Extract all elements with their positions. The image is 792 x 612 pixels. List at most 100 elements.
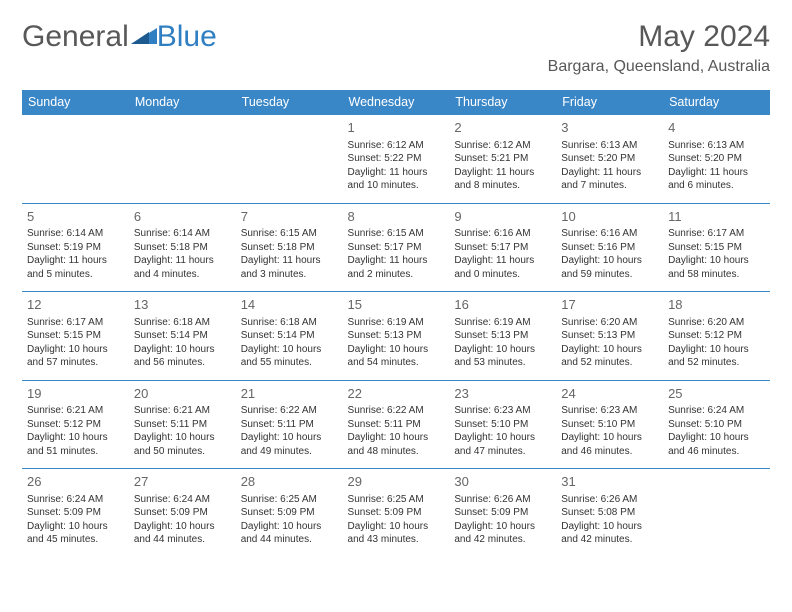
- day-number: 27: [134, 473, 231, 491]
- day-number: 13: [134, 296, 231, 314]
- day-details: Sunrise: 6:22 AMSunset: 5:11 PMDaylight:…: [348, 404, 445, 458]
- day-number: 16: [454, 296, 551, 314]
- day-number: 19: [27, 385, 124, 403]
- location-text: Bargara, Queensland, Australia: [548, 58, 770, 76]
- day-details: Sunrise: 6:13 AMSunset: 5:20 PMDaylight:…: [668, 139, 765, 193]
- calendar-day-cell: 7Sunrise: 6:15 AMSunset: 5:18 PMDaylight…: [236, 203, 343, 292]
- day-number: 24: [561, 385, 658, 403]
- day-number: 31: [561, 473, 658, 491]
- day-details: Sunrise: 6:14 AMSunset: 5:18 PMDaylight:…: [134, 227, 231, 281]
- calendar-day-cell: 27 Sunrise: 6:24 AMSunset: 5:09 PMDayligh…: [129, 469, 236, 557]
- calendar-week-row: 5Sunrise: 6:14 AMSunset: 5:19 PMDaylight…: [22, 203, 770, 292]
- calendar-day-cell: 29 Sunrise: 6:25 AMSunset: 5:09 PMDayligh…: [343, 469, 450, 557]
- weekday-header-row: SundayMondayTuesdayWednesdayThursdayFrid…: [22, 90, 770, 115]
- day-number: 18: [668, 296, 765, 314]
- day-details: Sunrise: 6:21 AMSunset: 5:12 PMDaylight:…: [27, 404, 124, 458]
- page-header: General Blue May 2024 Bargara, Queenslan…: [22, 20, 770, 76]
- calendar-day-cell: 26 Sunrise: 6:24 AMSunset: 5:09 PMDayligh…: [22, 469, 129, 557]
- day-details: Sunrise: 6:12 AMSunset: 5:22 PMDaylight:…: [348, 139, 445, 193]
- day-details: Sunrise: 6:17 AMSunset: 5:15 PMDaylight:…: [27, 316, 124, 370]
- day-details: Sunrise: 6:25 AMSunset: 5:09 PMDaylight:…: [348, 493, 445, 547]
- day-details: Sunrise: 6:26 AMSunset: 5:09 PMDaylight:…: [454, 493, 551, 547]
- calendar-day-cell: 2Sunrise: 6:12 AMSunset: 5:21 PMDaylight…: [449, 115, 556, 204]
- day-number: 15: [348, 296, 445, 314]
- day-details: Sunrise: 6:25 AMSunset: 5:09 PMDaylight:…: [241, 493, 338, 547]
- calendar-day-cell: 11Sunrise: 6:17 AMSunset: 5:15 PMDayligh…: [663, 203, 770, 292]
- calendar-empty-cell: [236, 115, 343, 204]
- logo: General Blue: [22, 20, 217, 54]
- day-number: 25: [668, 385, 765, 403]
- calendar-day-cell: 18Sunrise: 6:20 AMSunset: 5:12 PMDayligh…: [663, 292, 770, 381]
- weekday-header: Saturday: [663, 90, 770, 115]
- weekday-header: Sunday: [22, 90, 129, 115]
- day-details: Sunrise: 6:22 AMSunset: 5:11 PMDaylight:…: [241, 404, 338, 458]
- day-number: 9: [454, 208, 551, 226]
- calendar-day-cell: 28 Sunrise: 6:25 AMSunset: 5:09 PMDayligh…: [236, 469, 343, 557]
- calendar-day-cell: 30 Sunrise: 6:26 AMSunset: 5:09 PMDayligh…: [449, 469, 556, 557]
- day-number: 6: [134, 208, 231, 226]
- weekday-header: Wednesday: [343, 90, 450, 115]
- day-details: Sunrise: 6:17 AMSunset: 5:15 PMDaylight:…: [668, 227, 765, 281]
- day-number: 8: [348, 208, 445, 226]
- day-details: Sunrise: 6:23 AMSunset: 5:10 PMDaylight:…: [454, 404, 551, 458]
- day-details: Sunrise: 6:24 AMSunset: 5:09 PMDaylight:…: [27, 493, 124, 547]
- calendar-day-cell: 3 Sunrise: 6:13 AMSunset: 5:20 PMDaylight…: [556, 115, 663, 204]
- logo-triangle-icon: [131, 20, 157, 54]
- calendar-day-cell: 19Sunrise: 6:21 AMSunset: 5:12 PMDayligh…: [22, 380, 129, 469]
- day-number: 1: [348, 119, 445, 137]
- day-details: Sunrise: 6:18 AMSunset: 5:14 PMDaylight:…: [134, 316, 231, 370]
- day-number: 7: [241, 208, 338, 226]
- day-number: 10: [561, 208, 658, 226]
- calendar-week-row: 26 Sunrise: 6:24 AMSunset: 5:09 PMDayligh…: [22, 469, 770, 557]
- day-number: 2: [454, 119, 551, 137]
- day-details: Sunrise: 6:26 AMSunset: 5:08 PMDaylight:…: [561, 493, 658, 547]
- day-details: Sunrise: 6:16 AMSunset: 5:16 PMDaylight:…: [561, 227, 658, 281]
- calendar-day-cell: 12 Sunrise: 6:17 AMSunset: 5:15 PMDayligh…: [22, 292, 129, 381]
- day-details: Sunrise: 6:24 AMSunset: 5:09 PMDaylight:…: [134, 493, 231, 547]
- calendar-week-row: 19Sunrise: 6:21 AMSunset: 5:12 PMDayligh…: [22, 380, 770, 469]
- day-number: 30: [454, 473, 551, 491]
- day-details: Sunrise: 6:15 AMSunset: 5:17 PMDaylight:…: [348, 227, 445, 281]
- calendar-week-row: 1 Sunrise: 6:12 AMSunset: 5:22 PMDaylight…: [22, 115, 770, 204]
- calendar-day-cell: 23Sunrise: 6:23 AMSunset: 5:10 PMDayligh…: [449, 380, 556, 469]
- day-details: Sunrise: 6:23 AMSunset: 5:10 PMDaylight:…: [561, 404, 658, 458]
- month-title: May 2024: [548, 20, 770, 54]
- logo-text-1: General: [22, 20, 129, 54]
- day-number: 3: [561, 119, 658, 137]
- day-number: 22: [348, 385, 445, 403]
- calendar-day-cell: 22Sunrise: 6:22 AMSunset: 5:11 PMDayligh…: [343, 380, 450, 469]
- calendar-empty-cell: [129, 115, 236, 204]
- calendar-day-cell: 10Sunrise: 6:16 AMSunset: 5:16 PMDayligh…: [556, 203, 663, 292]
- day-number: 28: [241, 473, 338, 491]
- weekday-header: Thursday: [449, 90, 556, 115]
- day-details: Sunrise: 6:21 AMSunset: 5:11 PMDaylight:…: [134, 404, 231, 458]
- calendar-day-cell: 9Sunrise: 6:16 AMSunset: 5:17 PMDaylight…: [449, 203, 556, 292]
- calendar-day-cell: 14Sunrise: 6:18 AMSunset: 5:14 PMDayligh…: [236, 292, 343, 381]
- calendar-day-cell: 31 Sunrise: 6:26 AMSunset: 5:08 PMDayligh…: [556, 469, 663, 557]
- calendar-day-cell: 21Sunrise: 6:22 AMSunset: 5:11 PMDayligh…: [236, 380, 343, 469]
- day-details: Sunrise: 6:14 AMSunset: 5:19 PMDaylight:…: [27, 227, 124, 281]
- calendar-day-cell: 25Sunrise: 6:24 AMSunset: 5:10 PMDayligh…: [663, 380, 770, 469]
- calendar-day-cell: 16Sunrise: 6:19 AMSunset: 5:13 PMDayligh…: [449, 292, 556, 381]
- logo-text-2: Blue: [157, 20, 217, 54]
- day-number: 4: [668, 119, 765, 137]
- day-number: 26: [27, 473, 124, 491]
- calendar-day-cell: 8Sunrise: 6:15 AMSunset: 5:17 PMDaylight…: [343, 203, 450, 292]
- weekday-header: Monday: [129, 90, 236, 115]
- day-details: Sunrise: 6:16 AMSunset: 5:17 PMDaylight:…: [454, 227, 551, 281]
- calendar-day-cell: 5Sunrise: 6:14 AMSunset: 5:19 PMDaylight…: [22, 203, 129, 292]
- day-details: Sunrise: 6:13 AMSunset: 5:20 PMDaylight:…: [561, 139, 658, 193]
- calendar-week-row: 12 Sunrise: 6:17 AMSunset: 5:15 PMDayligh…: [22, 292, 770, 381]
- day-number: 29: [348, 473, 445, 491]
- day-number: 12: [27, 296, 124, 314]
- weekday-header: Friday: [556, 90, 663, 115]
- calendar-day-cell: 6Sunrise: 6:14 AMSunset: 5:18 PMDaylight…: [129, 203, 236, 292]
- header-right: May 2024 Bargara, Queensland, Australia: [548, 20, 770, 76]
- day-number: 23: [454, 385, 551, 403]
- day-details: Sunrise: 6:20 AMSunset: 5:13 PMDaylight:…: [561, 316, 658, 370]
- calendar-day-cell: 13 Sunrise: 6:18 AMSunset: 5:14 PMDayligh…: [129, 292, 236, 381]
- calendar-table: SundayMondayTuesdayWednesdayThursdayFrid…: [22, 90, 770, 557]
- calendar-empty-cell: [22, 115, 129, 204]
- calendar-day-cell: 4 Sunrise: 6:13 AMSunset: 5:20 PMDaylight…: [663, 115, 770, 204]
- calendar-empty-cell: [663, 469, 770, 557]
